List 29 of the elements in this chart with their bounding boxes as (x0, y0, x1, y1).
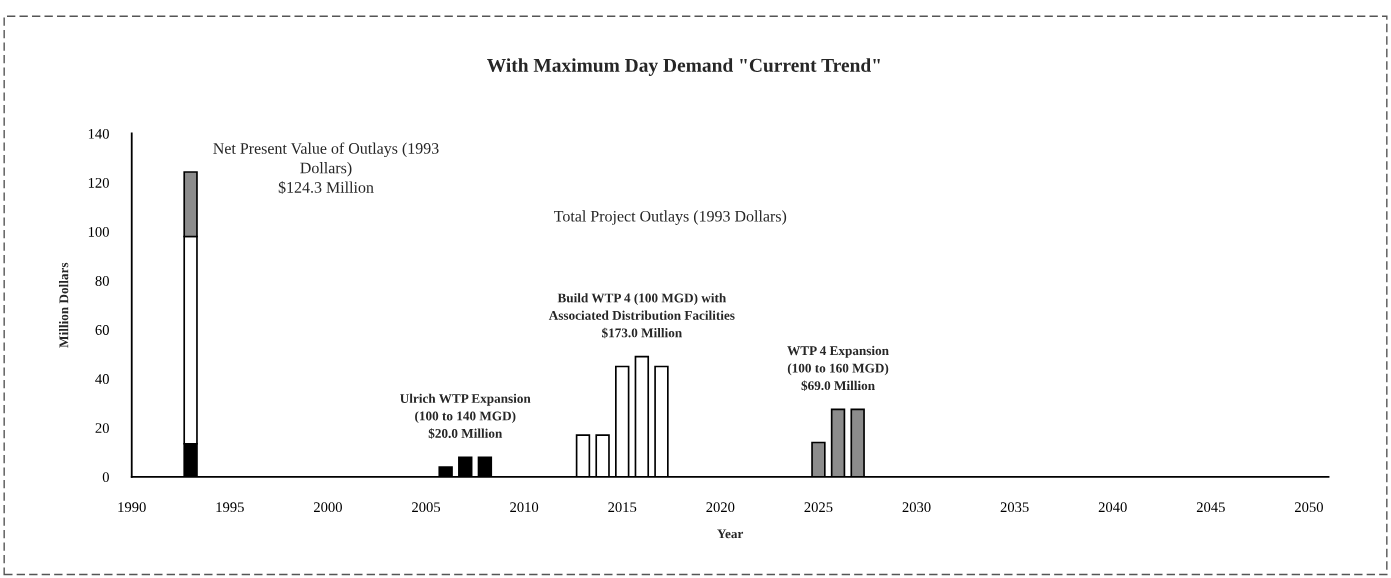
y-tick-label: 80 (95, 276, 109, 286)
x-tick-label: 2020 (706, 502, 735, 513)
x-tick-label: 2040 (1098, 502, 1127, 513)
x-tick-label: 2035 (1000, 502, 1029, 513)
x-tick-label: 2045 (1196, 502, 1225, 513)
annotation: Build WTP 4 (100 MGD) with Associated Distribution Facilities $173.0 Million (548, 293, 735, 339)
x-tick-label: 2050 (1294, 502, 1323, 513)
y-tick-label: 120 (88, 177, 109, 188)
annotation: Total Project Outlays (1993 Dollars) (554, 210, 787, 225)
x-axis-title: Year (717, 529, 744, 539)
x-tick-label: 2015 (608, 502, 637, 513)
y-tick-label: 60 (95, 325, 109, 335)
chart-title: With Maximum Day Demand "Current Trend" (487, 58, 880, 76)
x-tick-label: 2000 (313, 502, 342, 513)
x-tick-label: 2010 (510, 502, 539, 513)
annotation: Net Present Value of Outlays (1993 Dollars) $124.3 Million (213, 142, 439, 194)
x-tick-label: 1990 (118, 502, 146, 513)
x-tick-label: 2025 (804, 502, 833, 513)
y-tick-label: 140 (88, 128, 109, 139)
y-axis-title: Million Dollars (59, 262, 69, 348)
annotation: Ulrich WTP Expansion (100 to 140 MGD) $20.0 Million (400, 393, 531, 439)
y-tick-label: 20 (95, 423, 109, 434)
x-tick-label: 1995 (216, 502, 244, 513)
y-tick-label: 100 (88, 226, 109, 237)
y-tick-label: 40 (95, 374, 109, 384)
x-tick-label: 2030 (902, 502, 931, 513)
y-tick-label: 0 (102, 472, 109, 483)
annotation: WTP 4 Expansion (100 to 160 MGD) $69.0 Million (787, 345, 889, 391)
x-tick-label: 2005 (412, 502, 441, 513)
